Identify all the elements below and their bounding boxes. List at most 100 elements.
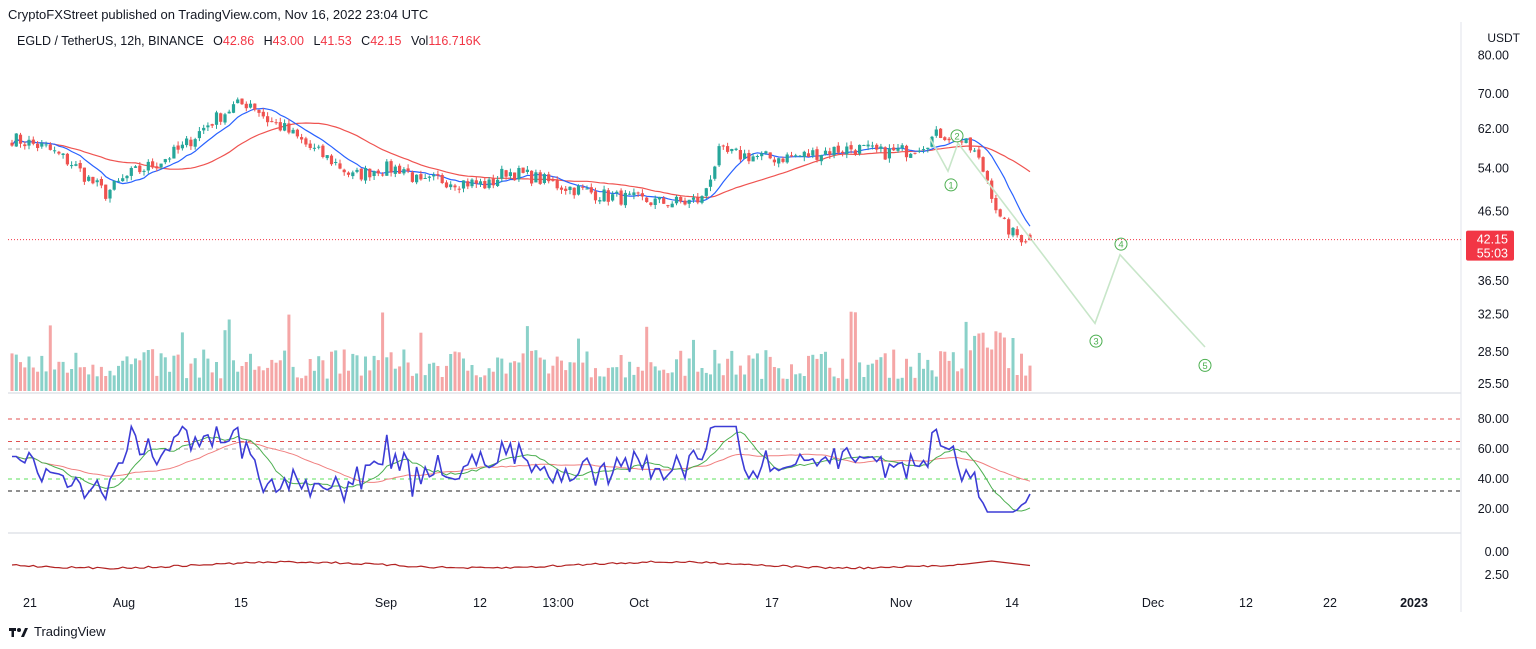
candle-body — [478, 181, 483, 185]
volume-bar — [283, 350, 287, 391]
candle-body — [977, 149, 981, 158]
volume-bar — [598, 376, 602, 391]
candle-body — [593, 191, 598, 201]
volume-bar — [751, 358, 755, 391]
volume-bar — [65, 372, 69, 391]
candle-body — [943, 137, 947, 140]
open-label: O — [213, 34, 223, 48]
candle-body — [968, 137, 972, 151]
candle-body — [193, 139, 197, 147]
volume-bar — [236, 371, 240, 391]
candle-body — [308, 143, 312, 148]
candle-body — [904, 145, 909, 158]
volume-bar — [657, 370, 661, 391]
candle-body — [163, 159, 167, 163]
volume-bar — [274, 362, 278, 391]
volume-bar — [423, 375, 427, 391]
volume-bar — [410, 375, 414, 391]
symbol-name[interactable]: EGLD / TetherUS, 12h, BINANCE — [17, 34, 204, 48]
candle-body — [368, 168, 372, 178]
volume-bar — [261, 370, 265, 391]
volume-bar — [266, 367, 270, 391]
candle-body — [615, 191, 619, 194]
candle-body — [321, 145, 325, 157]
volume-bar — [887, 377, 891, 391]
candle-body — [381, 174, 385, 176]
candle-body — [564, 188, 568, 191]
volume-bar — [440, 377, 444, 391]
candle-body — [248, 103, 253, 108]
price-tick-label: 62.00 — [1478, 122, 1509, 136]
time-tick-label: 14 — [1005, 596, 1019, 610]
candle-body — [726, 146, 730, 152]
candle-body — [440, 175, 444, 183]
candle-body — [576, 185, 581, 195]
volume-bar — [300, 378, 304, 391]
volume-bar — [547, 373, 551, 391]
volume-bar — [760, 378, 764, 391]
candle-body — [1007, 219, 1011, 235]
candle-body — [700, 196, 704, 203]
tradingview-brand[interactable]: TradingView — [8, 624, 106, 639]
volume-bar — [666, 373, 670, 391]
candle-body — [628, 193, 632, 195]
volume-bar — [611, 367, 615, 391]
volume-bar — [994, 331, 998, 391]
volume-bar — [334, 350, 338, 391]
candle-body — [359, 168, 363, 180]
volume-bar — [146, 350, 150, 391]
volume-bar — [82, 367, 86, 391]
volume-bar — [108, 370, 112, 391]
volume-bar — [415, 373, 419, 391]
candle-body — [858, 144, 862, 154]
volume-bar — [675, 359, 678, 391]
volume-bar — [849, 311, 853, 391]
candle-body — [525, 169, 529, 172]
candle-body — [40, 143, 44, 147]
candle-body — [53, 150, 57, 152]
candle-body — [636, 192, 640, 194]
candle-body — [82, 167, 86, 182]
time-tick-label: 13:00 — [542, 596, 573, 610]
candle-body — [436, 174, 440, 176]
candle-body — [602, 189, 606, 202]
volume-bar — [385, 357, 389, 391]
candle-body — [138, 165, 142, 173]
volume-bar — [104, 376, 108, 391]
volume-bar — [892, 349, 896, 391]
volume-bar — [636, 366, 640, 391]
volume-bar — [202, 349, 206, 391]
candle-body — [270, 121, 274, 123]
candle-body — [960, 141, 964, 143]
volume-bar — [1020, 353, 1023, 391]
candle-body — [887, 148, 891, 159]
wave-label-circle — [950, 129, 964, 143]
volume-bar — [121, 360, 125, 391]
candle-body — [253, 103, 257, 110]
volume-bar — [1015, 375, 1019, 391]
candle-body — [487, 179, 491, 188]
rsi-line — [12, 423, 1031, 513]
volume-bar — [692, 339, 695, 391]
volume-bar — [713, 349, 717, 391]
candle-body — [415, 174, 419, 183]
volume-bar — [551, 365, 555, 391]
candle-body — [964, 138, 968, 143]
grid-lines — [8, 22, 1462, 612]
volume-bar — [185, 378, 189, 391]
volume-bar — [960, 368, 964, 391]
candle-body — [372, 171, 376, 176]
volume-bar — [538, 357, 542, 391]
candle-body — [853, 150, 857, 155]
candle-body — [151, 161, 155, 168]
bottom-tick-label: 0.00 — [1485, 545, 1509, 559]
candle-body — [1002, 217, 1006, 219]
volume-bar — [291, 366, 295, 391]
candle-body — [947, 138, 951, 141]
volume-bar — [125, 356, 129, 391]
volume-bar — [670, 372, 674, 391]
candle-body — [116, 180, 121, 182]
volume-bar — [858, 362, 862, 391]
candle-body — [325, 155, 329, 159]
